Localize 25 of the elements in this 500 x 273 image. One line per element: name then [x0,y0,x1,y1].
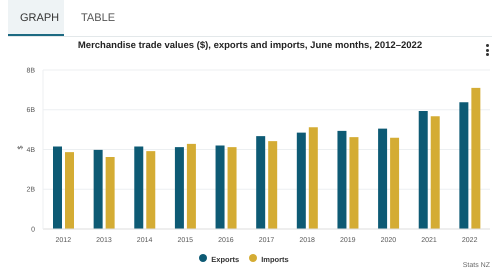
bar [186,144,196,229]
bar [94,150,103,229]
bar [106,157,115,229]
bar [134,146,144,229]
text: TABLE [81,12,116,24]
text: GRAPH [20,12,60,24]
bar [228,147,237,229]
bar [268,141,278,229]
bar [256,136,266,229]
bar [174,147,184,229]
bar [471,88,480,229]
bar [296,132,306,229]
bar [65,152,74,229]
bar [337,130,346,229]
bar [378,128,388,229]
bar [430,116,440,229]
bar [459,102,468,229]
chart-title: Merchandise trade values ($), exports and imports, June months, 2012–2022 [76,40,424,51]
bar [418,110,428,229]
bar [349,137,358,229]
bar [216,146,225,229]
bar [390,138,400,229]
bar [308,127,318,229]
bar [146,151,156,229]
bar [53,146,62,229]
